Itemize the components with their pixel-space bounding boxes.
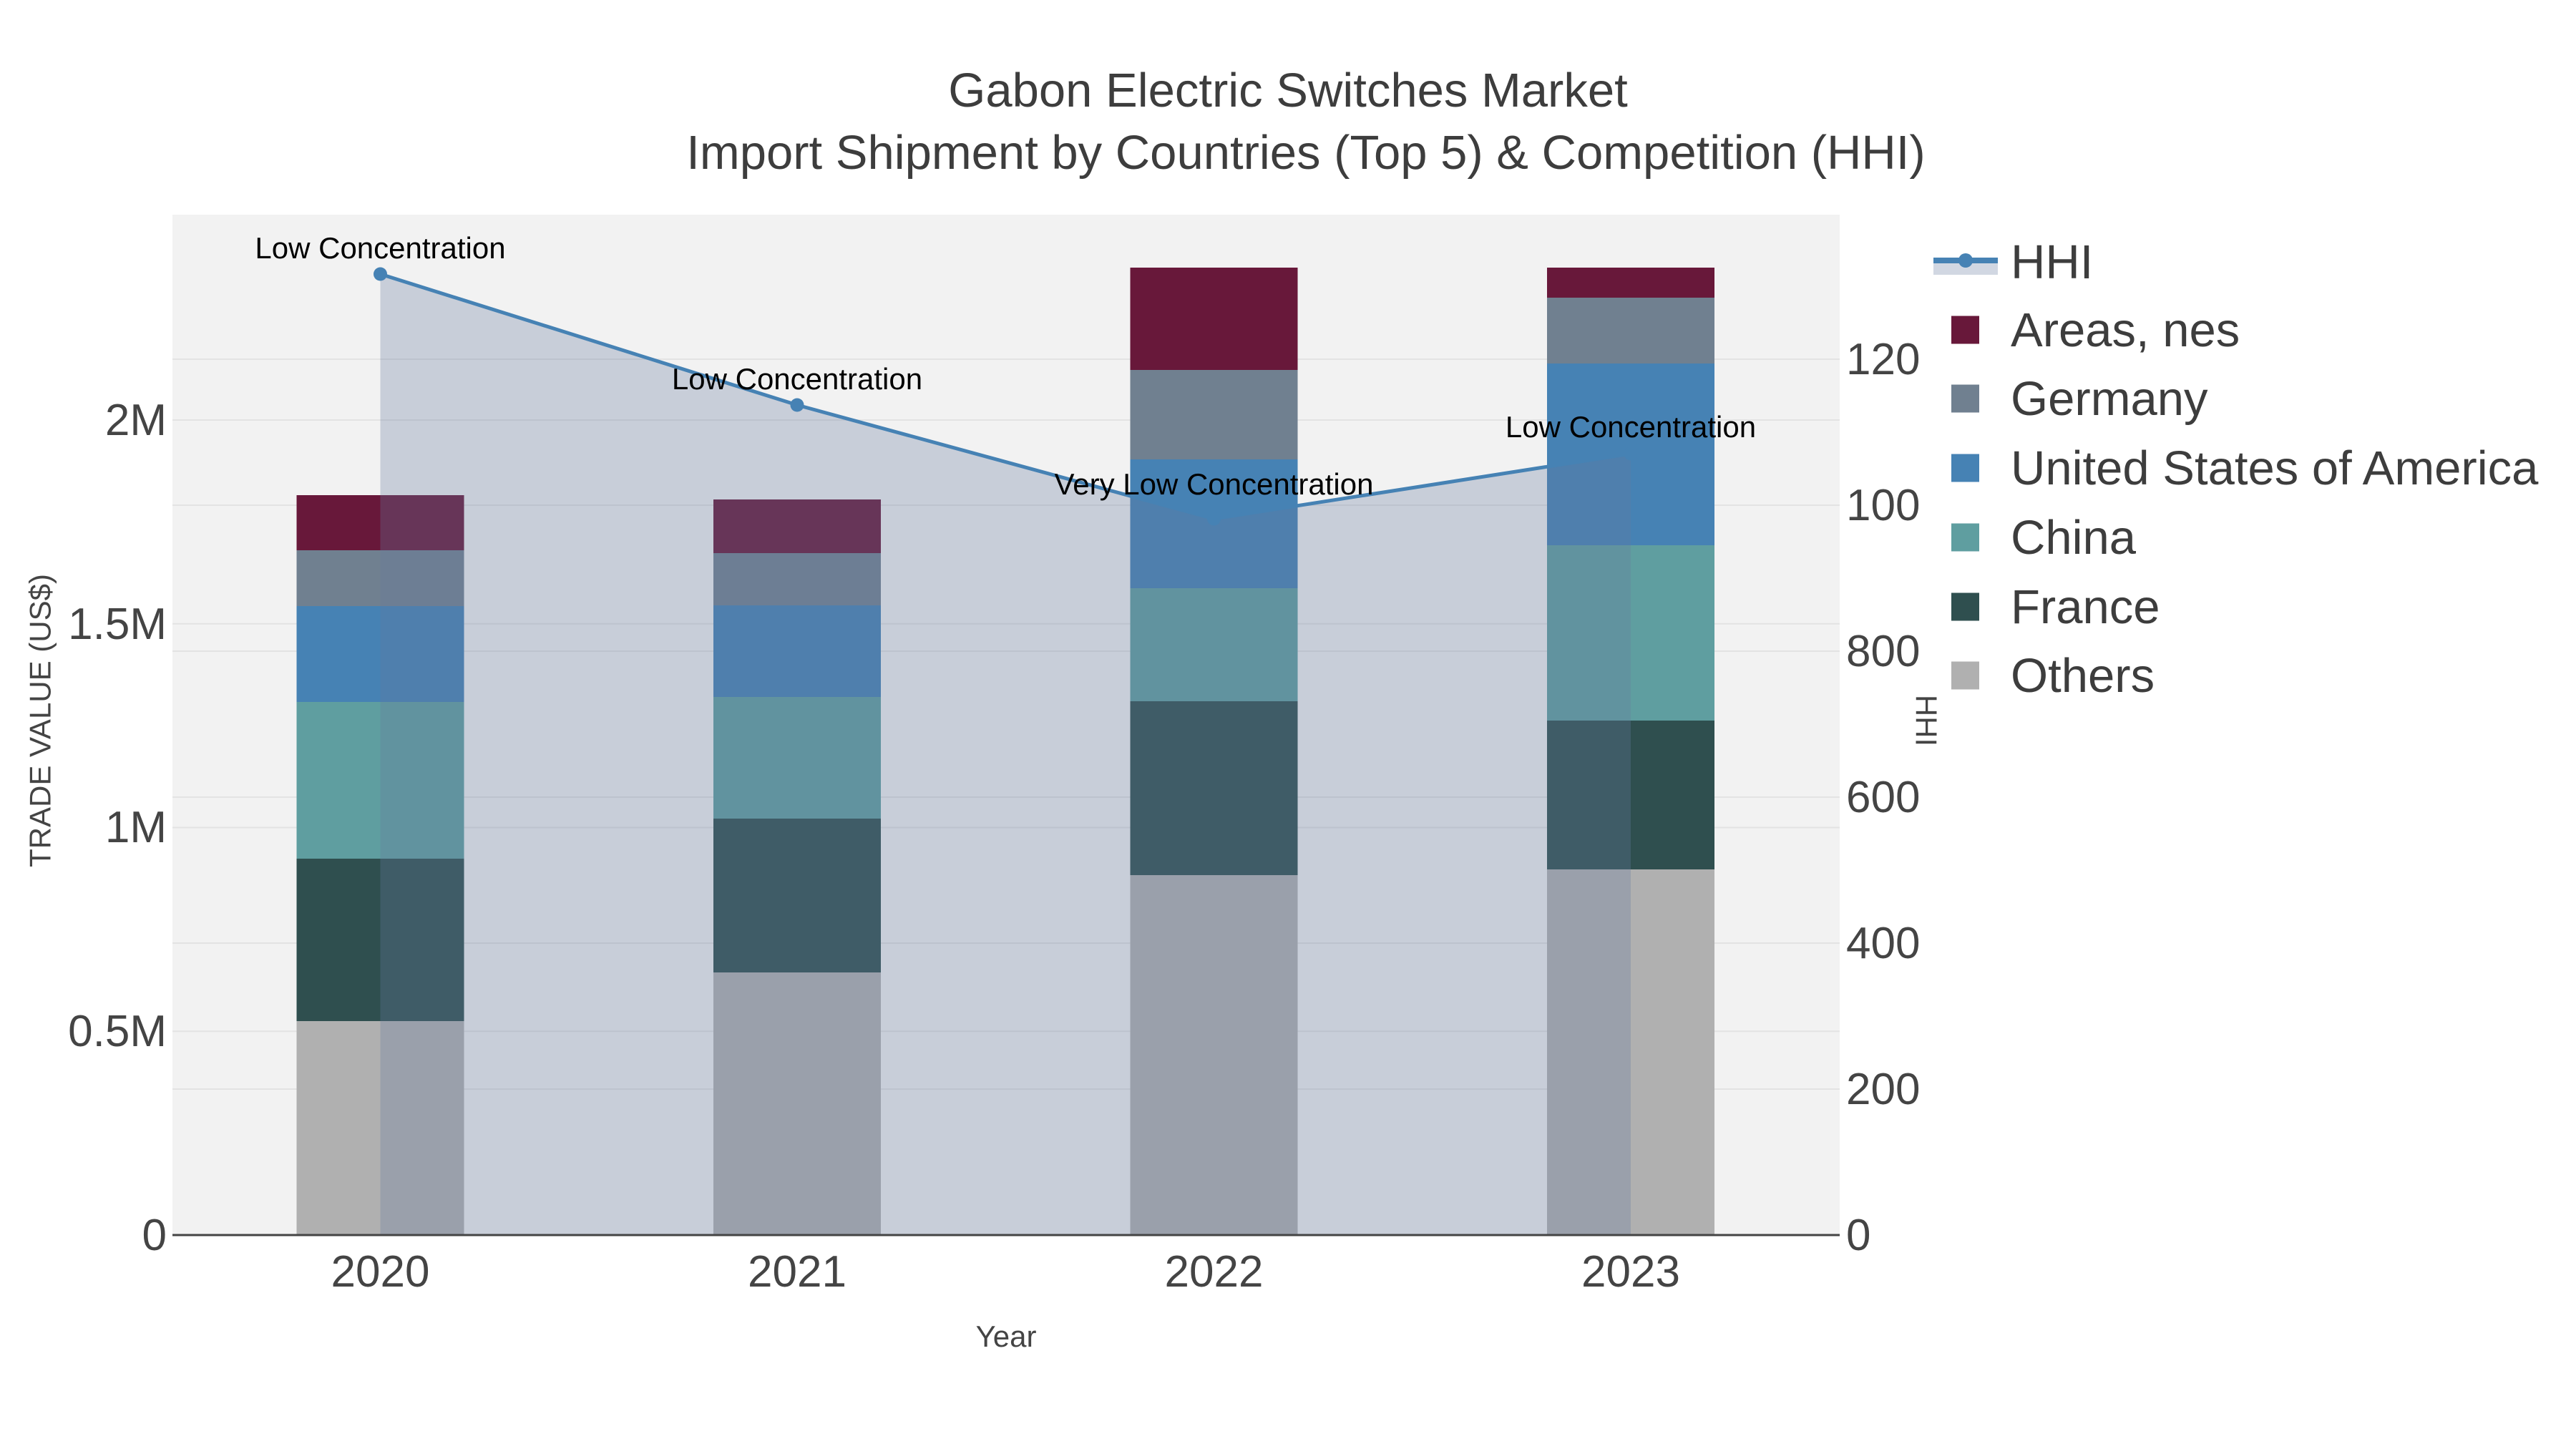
svg-text:600: 600 — [1846, 773, 1920, 822]
svg-text:120: 120 — [1846, 335, 1920, 384]
svg-text:2020: 2020 — [331, 1247, 430, 1297]
svg-text:1.5M: 1.5M — [68, 600, 167, 649]
svg-text:100: 100 — [1846, 481, 1920, 530]
svg-text:800: 800 — [1846, 627, 1920, 676]
svg-text:0: 0 — [1846, 1211, 1870, 1260]
svg-text:200: 200 — [1846, 1065, 1920, 1114]
svg-text:HHI: HHI — [1910, 695, 1943, 746]
svg-text:Low Concentration: Low Concentration — [255, 231, 505, 265]
svg-text:400: 400 — [1846, 919, 1920, 968]
svg-text:2M: 2M — [105, 396, 167, 445]
svg-text:0.5M: 0.5M — [68, 1007, 167, 1056]
svg-text:0: 0 — [142, 1211, 167, 1260]
svg-text:Very Low Concentration: Very Low Concentration — [1055, 467, 1374, 501]
svg-text:Low Concentration: Low Concentration — [1506, 410, 1756, 444]
svg-text:China: China — [2011, 511, 2137, 565]
svg-text:2023: 2023 — [1581, 1247, 1680, 1297]
svg-text:HHI: HHI — [2011, 235, 2093, 289]
svg-text:2022: 2022 — [1165, 1247, 1264, 1297]
svg-text:1M: 1M — [105, 803, 167, 852]
svg-text:Areas, nes: Areas, nes — [2011, 303, 2240, 357]
svg-text:United States of America: United States of America — [2011, 441, 2539, 495]
svg-text:Others: Others — [2011, 649, 2155, 703]
svg-text:Gabon Electric Switches Market: Gabon Electric Switches Market — [948, 64, 1628, 117]
svg-text:France: France — [2011, 580, 2160, 634]
svg-text:2021: 2021 — [748, 1247, 847, 1297]
svg-text:Low Concentration: Low Concentration — [672, 362, 922, 396]
svg-text:Germany: Germany — [2011, 372, 2208, 426]
svg-text:Import Shipment by Countries (: Import Shipment by Countries (Top 5) & C… — [686, 126, 1925, 180]
svg-text:Year: Year — [976, 1319, 1037, 1353]
svg-text:TRADE VALUE (US$): TRADE VALUE (US$) — [24, 574, 57, 867]
